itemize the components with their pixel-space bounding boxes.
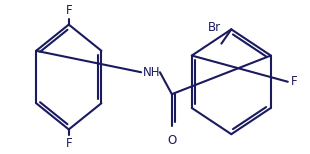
- Text: F: F: [291, 75, 297, 88]
- Text: Br: Br: [207, 21, 221, 34]
- Text: O: O: [167, 134, 176, 147]
- Text: F: F: [65, 4, 72, 17]
- Text: NH: NH: [143, 66, 161, 79]
- Text: F: F: [65, 137, 72, 150]
